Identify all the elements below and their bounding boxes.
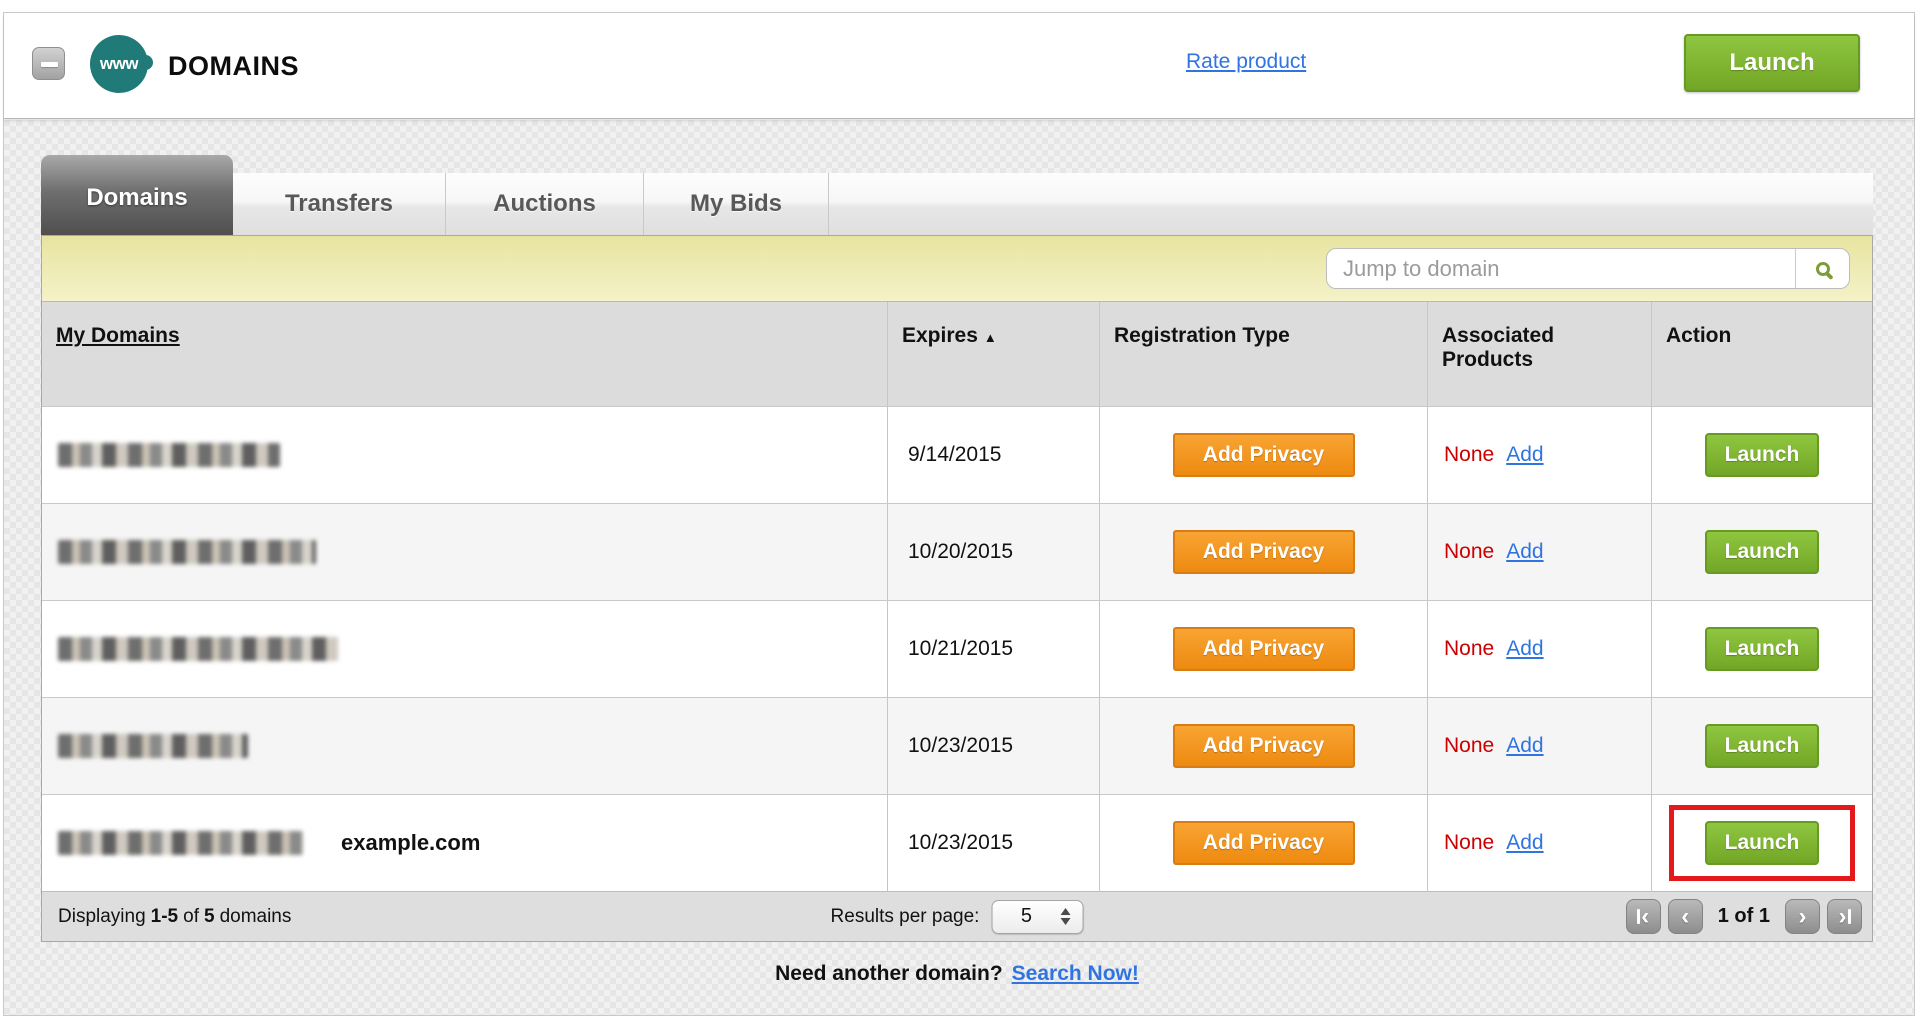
page-status: 1 of 1 bbox=[1717, 905, 1770, 927]
redacted-domain-name bbox=[58, 831, 303, 855]
last-page-icon bbox=[1847, 909, 1851, 924]
expires-cell: 9/14/2015 bbox=[887, 407, 1099, 503]
redacted-domain-name bbox=[58, 443, 280, 467]
results-per-page: Results per page: 5 bbox=[830, 899, 1084, 934]
first-page-button[interactable]: ‹ bbox=[1625, 899, 1661, 934]
launch-domain-button[interactable]: Launch bbox=[1705, 724, 1819, 768]
expires-cell: 10/23/2015 bbox=[887, 795, 1099, 891]
column-header-expires[interactable]: Expires bbox=[902, 324, 978, 347]
tab-bar: Domains Transfers Auctions My Bids bbox=[41, 155, 1873, 235]
results-per-page-select[interactable]: 5 bbox=[991, 899, 1084, 934]
add-product-link[interactable]: Add bbox=[1506, 734, 1544, 757]
add-privacy-button[interactable]: Add Privacy bbox=[1172, 530, 1355, 574]
table-header-row: My Domains Expires ▲ Registration Type As… bbox=[42, 302, 1872, 406]
add-product-link[interactable]: Add bbox=[1506, 443, 1544, 466]
displaying-of: of bbox=[183, 905, 199, 927]
associated-products-value: None bbox=[1444, 831, 1495, 854]
prev-page-icon: ‹ bbox=[1681, 902, 1690, 930]
last-page-button[interactable]: › bbox=[1827, 899, 1862, 934]
rate-product-link[interactable]: Rate product bbox=[1186, 50, 1307, 73]
column-header-registration-type: Registration Type bbox=[1099, 302, 1427, 406]
column-header-action: Action bbox=[1651, 302, 1872, 406]
domains-table: My Domains Expires ▲ Registration Type As… bbox=[41, 235, 1873, 942]
add-privacy-button[interactable]: Add Privacy bbox=[1172, 627, 1355, 671]
domains-panel: Domains Transfers Auctions My Bids bbox=[41, 155, 1873, 986]
results-per-page-label: Results per page: bbox=[830, 905, 980, 927]
collapse-module-button[interactable] bbox=[32, 47, 65, 80]
displaying-range: 1-5 bbox=[150, 905, 179, 927]
select-spinner-icon bbox=[1060, 908, 1071, 925]
associated-products-value: None bbox=[1444, 637, 1495, 660]
search-now-link[interactable]: Search Now! bbox=[1011, 962, 1139, 985]
need-domain-prompt: Need another domain? Search Now! bbox=[41, 962, 1873, 986]
displaying-status: Displaying 1-5 of 5 domains bbox=[50, 906, 291, 928]
launch-domain-button[interactable]: Launch bbox=[1705, 627, 1819, 671]
table-row: 10/21/2015 Add Privacy None Add Launch bbox=[42, 600, 1872, 697]
add-product-link[interactable]: Add bbox=[1506, 637, 1544, 660]
prev-page-button[interactable]: ‹ bbox=[1667, 899, 1703, 934]
table-row: example.com 10/23/2015 Add Privacy None A… bbox=[42, 794, 1872, 891]
www-icon-label: www bbox=[99, 54, 139, 73]
minus-icon bbox=[40, 61, 58, 67]
tab-domains[interactable]: Domains bbox=[41, 155, 233, 235]
module-header: www DOMAINS Rate product Launch bbox=[4, 13, 1914, 119]
table-row: 9/14/2015 Add Privacy None Add Launch bbox=[42, 406, 1872, 503]
launch-domain-button[interactable]: Launch bbox=[1705, 433, 1819, 477]
next-page-icon: › bbox=[1798, 902, 1807, 930]
tab-auctions[interactable]: Auctions bbox=[445, 173, 643, 235]
tab-bar-filler bbox=[828, 173, 1873, 235]
expires-cell: 10/23/2015 bbox=[887, 698, 1099, 794]
sort-asc-icon: ▲ bbox=[983, 330, 997, 345]
displaying-label: Displaying bbox=[58, 905, 146, 927]
add-privacy-button[interactable]: Add Privacy bbox=[1172, 724, 1355, 768]
next-page-button[interactable]: › bbox=[1785, 899, 1820, 934]
need-domain-text: Need another domain? bbox=[775, 962, 1003, 985]
associated-products-value: None bbox=[1444, 540, 1495, 563]
add-product-link[interactable]: Add bbox=[1506, 831, 1544, 854]
launch-domain-button[interactable]: Launch bbox=[1705, 821, 1819, 865]
tab-my-bids[interactable]: My Bids bbox=[643, 173, 828, 235]
add-product-link[interactable]: Add bbox=[1506, 540, 1544, 563]
results-per-page-value: 5 bbox=[1020, 905, 1033, 927]
highlight-rectangle: Launch bbox=[1669, 805, 1855, 881]
domain-annotation: example.com bbox=[341, 830, 481, 855]
launch-module-button[interactable]: Launch bbox=[1684, 34, 1860, 92]
search-button[interactable] bbox=[1795, 249, 1849, 288]
pagination: ‹ ‹ 1 of 1 › › bbox=[1625, 899, 1864, 934]
first-page-icon bbox=[1637, 909, 1641, 924]
displaying-suffix: domains bbox=[219, 905, 292, 927]
expires-cell: 10/21/2015 bbox=[887, 601, 1099, 697]
table-row: 10/20/2015 Add Privacy None Add Launch bbox=[42, 503, 1872, 600]
tab-transfers[interactable]: Transfers bbox=[233, 173, 445, 235]
page-title: DOMAINS bbox=[168, 51, 299, 81]
search-bar bbox=[42, 236, 1872, 302]
launch-domain-button[interactable]: Launch bbox=[1705, 530, 1819, 574]
redacted-domain-name bbox=[58, 734, 248, 758]
www-globe-icon: www bbox=[90, 35, 153, 93]
column-header-my-domains[interactable]: My Domains bbox=[56, 324, 180, 347]
jump-to-domain-input[interactable] bbox=[1327, 249, 1795, 288]
displaying-total: 5 bbox=[203, 905, 215, 927]
add-privacy-button[interactable]: Add Privacy bbox=[1172, 433, 1355, 477]
add-privacy-button[interactable]: Add Privacy bbox=[1172, 821, 1355, 865]
associated-products-value: None bbox=[1444, 443, 1495, 466]
table-row: 10/23/2015 Add Privacy None Add Launch bbox=[42, 697, 1872, 794]
redacted-domain-name bbox=[58, 637, 338, 661]
associated-products-value: None bbox=[1444, 734, 1495, 757]
search-icon bbox=[1815, 261, 1830, 276]
domains-module-window: www DOMAINS Rate product Launch Domains … bbox=[3, 12, 1915, 1016]
jump-to-domain-box bbox=[1326, 248, 1850, 289]
table-footer: Displaying 1-5 of 5 domains Results per … bbox=[42, 891, 1872, 941]
column-header-associated-products: Associated Products bbox=[1427, 302, 1651, 406]
redacted-domain-name bbox=[58, 540, 316, 564]
module-body: Domains Transfers Auctions My Bids bbox=[4, 120, 1914, 1015]
expires-cell: 10/20/2015 bbox=[887, 504, 1099, 600]
